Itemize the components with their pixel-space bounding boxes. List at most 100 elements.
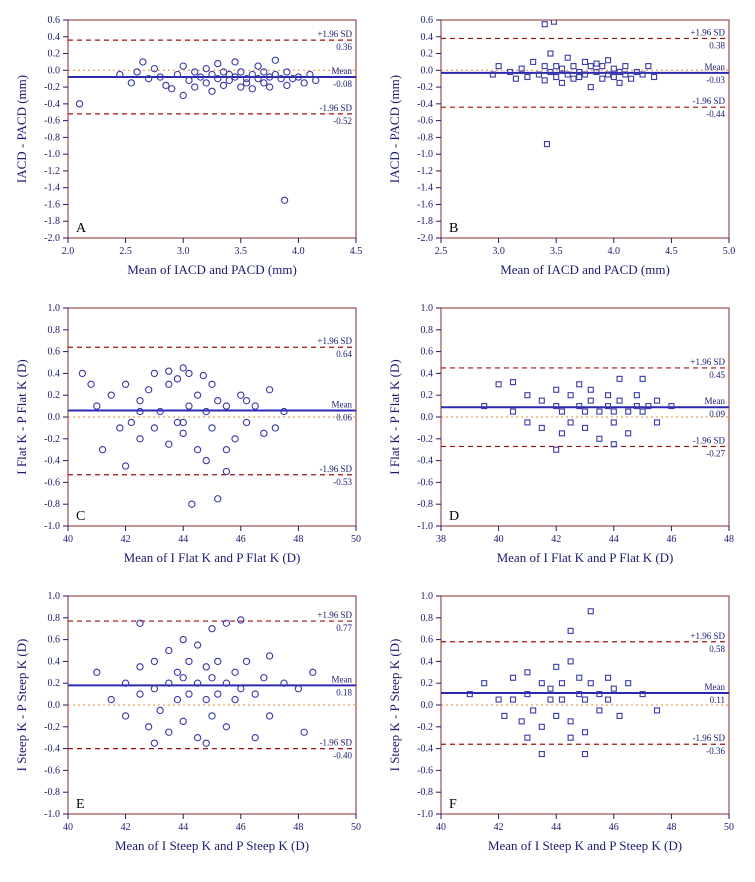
x-tick-label: 4.5 — [350, 246, 363, 257]
x-tick-label: 44 — [551, 822, 561, 833]
y-tick-label: 0.6 — [420, 15, 433, 26]
y-tick-label: -1.0 — [44, 149, 60, 160]
y-tick-label: -0.2 — [417, 82, 433, 93]
y-tick-label: 1.0 — [48, 303, 61, 314]
lower-sd-label: -1.96 SD — [692, 96, 725, 106]
y-tick-label: 0.8 — [48, 613, 61, 624]
y-tick-label: -1.6 — [417, 199, 433, 210]
mean-label: Mean — [332, 399, 353, 409]
x-tick-label: 46 — [608, 822, 618, 833]
x-tick-label: 40 — [436, 822, 446, 833]
x-tick-label: 2.0 — [62, 246, 75, 257]
upper-sd-value: 0.77 — [336, 623, 352, 633]
mean-label: Mean — [332, 674, 353, 684]
y-tick-label: 0.0 — [48, 65, 61, 76]
x-tick-label: 44 — [178, 822, 188, 833]
x-tick-label: 3.5 — [549, 246, 562, 257]
x-tick-label: 4.0 — [292, 246, 305, 257]
y-tick-label: -1.8 — [417, 216, 433, 227]
mean-label: Mean — [704, 62, 725, 72]
y-tick-label: 0.6 — [48, 347, 61, 358]
y-tick-label: 0.2 — [48, 390, 61, 401]
x-tick-label: 40 — [63, 534, 73, 545]
y-tick-label: -0.4 — [44, 744, 60, 755]
plot-frame — [441, 20, 729, 238]
x-tick-label: 2.5 — [119, 246, 132, 257]
panel-F: 404244464850-1.0-0.8-0.6-0.4-0.20.00.20.… — [383, 586, 743, 858]
plot-frame — [68, 20, 356, 238]
lower-sd-value: -0.53 — [333, 477, 352, 487]
x-tick-label: 50 — [351, 534, 361, 545]
y-tick-label: -0.8 — [44, 499, 60, 510]
y-tick-label: 0.8 — [420, 613, 433, 624]
y-tick-label: -0.4 — [417, 456, 433, 467]
y-tick-label: 0.8 — [420, 325, 433, 336]
panel-B: 2.53.03.54.04.55.0-2.0-1.8-1.6-1.4-1.2-1… — [383, 10, 743, 282]
y-tick-label: -1.0 — [44, 809, 60, 820]
x-tick-label: 40 — [63, 822, 73, 833]
mean-value: 0.11 — [709, 695, 724, 705]
lower-sd-value: -0.27 — [706, 448, 725, 458]
y-tick-label: -0.6 — [417, 116, 433, 127]
x-tick-label: 50 — [724, 822, 734, 833]
lower-sd-value: -0.52 — [333, 116, 352, 126]
y-axis-label: I Steep K - P Steep K (D) — [387, 639, 402, 772]
lower-sd-label: -1.96 SD — [319, 464, 352, 474]
y-axis-label: I Steep K - P Steep K (D) — [14, 639, 29, 772]
y-tick-label: -1.8 — [44, 216, 60, 227]
x-tick-label: 46 — [236, 534, 246, 545]
y-tick-label: -2.0 — [44, 233, 60, 244]
mean-value: 0.06 — [336, 412, 352, 422]
chart-grid: 2.02.53.03.54.04.5-2.0-1.8-1.6-1.4-1.2-1… — [10, 10, 745, 866]
x-tick-label: 38 — [436, 534, 446, 545]
x-tick-label: 42 — [121, 534, 131, 545]
panel-container-F: 404244464850-1.0-0.8-0.6-0.4-0.20.00.20.… — [383, 586, 746, 866]
y-tick-label: 0.4 — [420, 32, 433, 43]
x-axis-label: Mean of IACD and PACD (mm) — [500, 262, 670, 277]
upper-sd-value: 0.58 — [709, 644, 725, 654]
y-tick-label: -0.6 — [417, 477, 433, 488]
x-tick-label: 48 — [293, 822, 303, 833]
y-tick-label: 1.0 — [420, 303, 433, 314]
y-tick-label: -0.8 — [44, 787, 60, 798]
panel-D: 384042444648-1.0-0.8-0.6-0.4-0.20.00.20.… — [383, 298, 743, 570]
y-tick-label: 0.6 — [48, 635, 61, 646]
y-tick-label: 1.0 — [48, 591, 61, 602]
x-tick-label: 46 — [666, 534, 676, 545]
y-tick-label: 0.6 — [420, 347, 433, 358]
mean-label: Mean — [704, 682, 725, 692]
y-tick-label: -0.2 — [44, 82, 60, 93]
panel-A: 2.02.53.03.54.04.5-2.0-1.8-1.6-1.4-1.2-1… — [10, 10, 370, 282]
mean-label: Mean — [704, 396, 725, 406]
upper-sd-label: +1.96 SD — [690, 27, 725, 37]
y-tick-label: -0.2 — [44, 434, 60, 445]
x-tick-label: 40 — [493, 534, 503, 545]
x-tick-label: 44 — [178, 534, 188, 545]
x-tick-label: 48 — [293, 534, 303, 545]
upper-sd-value: 0.45 — [709, 370, 725, 380]
upper-sd-label: +1.96 SD — [690, 631, 725, 641]
lower-sd-label: -1.96 SD — [319, 103, 352, 113]
upper-sd-value: 0.38 — [709, 40, 725, 50]
y-tick-label: 0.0 — [420, 65, 433, 76]
y-tick-label: -0.8 — [417, 132, 433, 143]
panel-label: F — [449, 797, 457, 812]
lower-sd-value: -0.36 — [706, 746, 725, 756]
upper-sd-label: +1.96 SD — [317, 29, 352, 39]
y-tick-label: -1.4 — [44, 183, 60, 194]
y-tick-label: -1.2 — [44, 166, 60, 177]
x-axis-label: Mean of I Flat K and P Flat K (D) — [496, 550, 673, 565]
upper-sd-label: +1.96 SD — [317, 336, 352, 346]
y-tick-label: -1.0 — [417, 521, 433, 532]
panel-label: B — [449, 221, 458, 236]
y-tick-label: -1.2 — [417, 166, 433, 177]
x-tick-label: 3.5 — [235, 246, 248, 257]
plot-frame — [68, 308, 356, 526]
y-axis-label: I Flat K - P Flat K (D) — [387, 359, 402, 474]
x-tick-label: 4.5 — [665, 246, 678, 257]
y-tick-label: -0.4 — [44, 456, 60, 467]
y-tick-label: -0.4 — [417, 99, 433, 110]
panel-container-A: 2.02.53.03.54.04.5-2.0-1.8-1.6-1.4-1.2-1… — [10, 10, 373, 290]
x-tick-label: 48 — [666, 822, 676, 833]
x-axis-label: Mean of I Steep K and P Steep K (D) — [115, 838, 309, 853]
